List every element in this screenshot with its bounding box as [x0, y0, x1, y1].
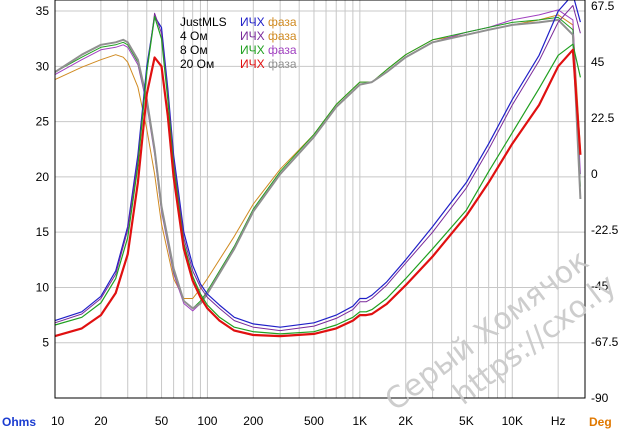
y-right-tick-label: -45 [591, 279, 609, 293]
plot-border [54, 0, 586, 399]
x-tick-label: 10K [502, 414, 523, 428]
y-right-tick-label: 45 [591, 55, 605, 69]
x-tick-label: 10 [51, 414, 65, 428]
x-tick-label: Hz [551, 414, 566, 428]
legend-phase-label: фаза [268, 57, 297, 71]
legend-impedance-label: ИЧХ [240, 43, 265, 57]
y-left-ticks: 5 10 15 20 25 30 35 [36, 4, 50, 350]
legend-name: JustMLS [180, 15, 227, 29]
y-left-tick-label: 5 [42, 336, 49, 350]
legend-name: 4 Ом [180, 29, 208, 43]
legend-impedance-label: ИЧХ [240, 57, 265, 71]
legend-impedance-label: ИЧХ [240, 15, 265, 29]
legend-phase-label: фаза [268, 15, 297, 29]
legend-name: 8 Ом [180, 43, 208, 57]
series-layer [54, 0, 582, 338]
series-line-7 [54, 16, 581, 309]
x-tick-label: 2K [398, 414, 413, 428]
y-left-tick-label: 30 [36, 59, 50, 73]
series-line-3 [54, 16, 581, 335]
x-tick-label: 1K [353, 414, 368, 428]
x-tick-label: 200 [243, 414, 263, 428]
y-left-tick-label: 15 [36, 225, 50, 239]
y-right-ticks: 67.5 45 22.5 0 -22.5 -45 -67.5 -90 [591, 0, 619, 405]
legend-phase-label: фаза [268, 43, 297, 57]
y-right-tick-label: -67.5 [591, 335, 619, 349]
y-left-tick-label: 20 [36, 170, 50, 184]
y-right-tick-label: 0 [591, 167, 598, 181]
legend-phase-label: фаза [268, 29, 297, 43]
x-tick-label: 20 [94, 414, 108, 428]
y-left-tick-label: 35 [36, 4, 50, 18]
y-right-tick-label: -22.5 [591, 223, 619, 237]
x-tick-label: 5K [459, 414, 474, 428]
y-left-tick-label: 25 [36, 115, 50, 129]
x-ticks: 10 20 50 100 200 500 1K 2K 5K 10K Hz [51, 414, 565, 428]
y-left-unit-label: Ohms [2, 415, 36, 429]
y-right-tick-label: 22.5 [591, 111, 615, 125]
series-line-8 [54, 18, 582, 310]
plot-frame [54, 0, 586, 399]
y-right-tick-label: 67.5 [591, 0, 615, 13]
x-tick-label: 50 [155, 414, 169, 428]
legend-impedance-label: ИЧХ [240, 29, 265, 43]
y-right-tick-label: -90 [591, 391, 609, 405]
y-left-tick-label: 10 [36, 280, 50, 294]
series-line-4 [54, 48, 582, 338]
legend-name: 20 Ом [180, 57, 214, 71]
y-right-unit-label: Deg [589, 415, 612, 429]
series-line-1 [54, 0, 581, 328]
x-tick-label: 100 [197, 414, 217, 428]
x-tick-label: 500 [304, 414, 324, 428]
